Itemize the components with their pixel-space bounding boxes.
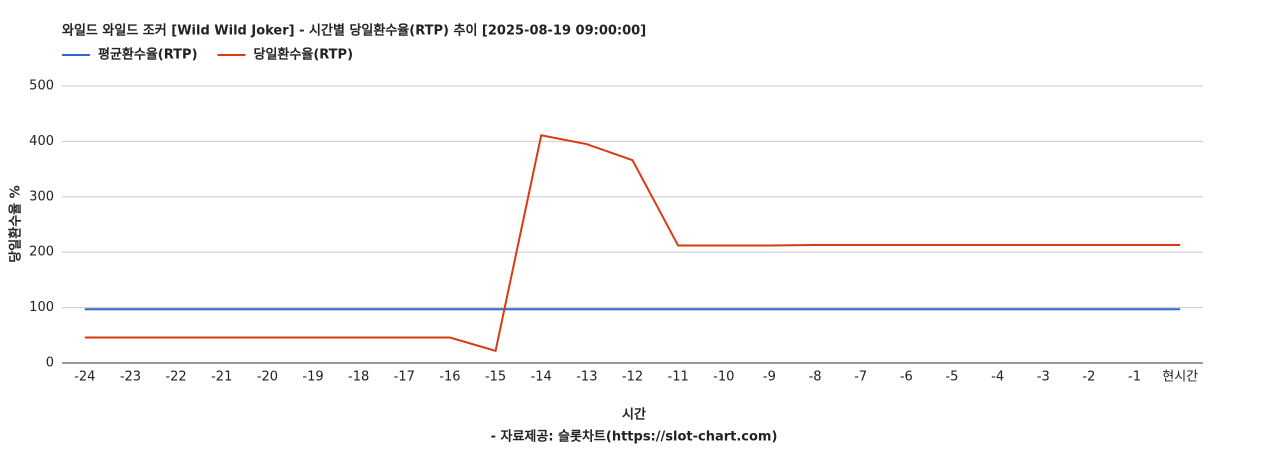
x-tick-label: -23 <box>120 370 141 385</box>
x-tick-label: -9 <box>763 370 776 385</box>
y-tick-label: 200 <box>29 245 54 260</box>
x-tick-label: -8 <box>809 370 822 385</box>
y-tick-label: 300 <box>29 189 54 204</box>
y-tick-label: 500 <box>29 79 54 94</box>
chart-title: 와일드 와일드 조커 [Wild Wild Joker] - 시간별 당일환수율… <box>62 23 646 39</box>
x-tick-label: -24 <box>74 370 95 385</box>
x-tick-label: 현시간 <box>1162 370 1198 385</box>
x-tick-label: -7 <box>854 370 867 385</box>
legend-label: 당일환수율(RTP) <box>254 47 354 63</box>
x-tick-label: -10 <box>713 370 734 385</box>
y-tick-label: 400 <box>29 134 54 149</box>
legend-label: 평균환수율(RTP) <box>98 47 198 63</box>
x-tick-label: -3 <box>1037 370 1050 385</box>
x-tick-label: -18 <box>348 370 369 385</box>
x-tick-label: -22 <box>165 370 186 385</box>
x-tick-label: -11 <box>668 370 689 385</box>
y-axis-label: 당일환수율 % <box>8 185 24 262</box>
line-series <box>84 134 1181 353</box>
x-tick-label: -2 <box>1082 370 1095 385</box>
x-tick-label: -19 <box>302 370 323 385</box>
x-tick-label: -6 <box>900 370 913 385</box>
x-axis-label: 시간 <box>622 407 646 423</box>
x-tick-label: -12 <box>622 370 643 385</box>
y-tick-label: 100 <box>29 300 54 315</box>
x-tick-label: -13 <box>576 370 597 385</box>
y-tick-label: 0 <box>46 356 54 371</box>
x-tick-label: -4 <box>991 370 1004 385</box>
x-tick-label: -1 <box>1128 370 1141 385</box>
x-tick-label: -14 <box>531 370 552 385</box>
x-tick-label: -20 <box>257 370 278 385</box>
x-tick-label: -15 <box>485 370 506 385</box>
x-tick-label: -21 <box>211 370 232 385</box>
x-tick-label: -16 <box>439 370 460 385</box>
x-tick-label: -17 <box>394 370 415 385</box>
x-axis-sublabel: - 자료제공: 슬롯차트(https://slot-chart.com) <box>491 429 778 445</box>
x-tick-label: -5 <box>945 370 958 385</box>
